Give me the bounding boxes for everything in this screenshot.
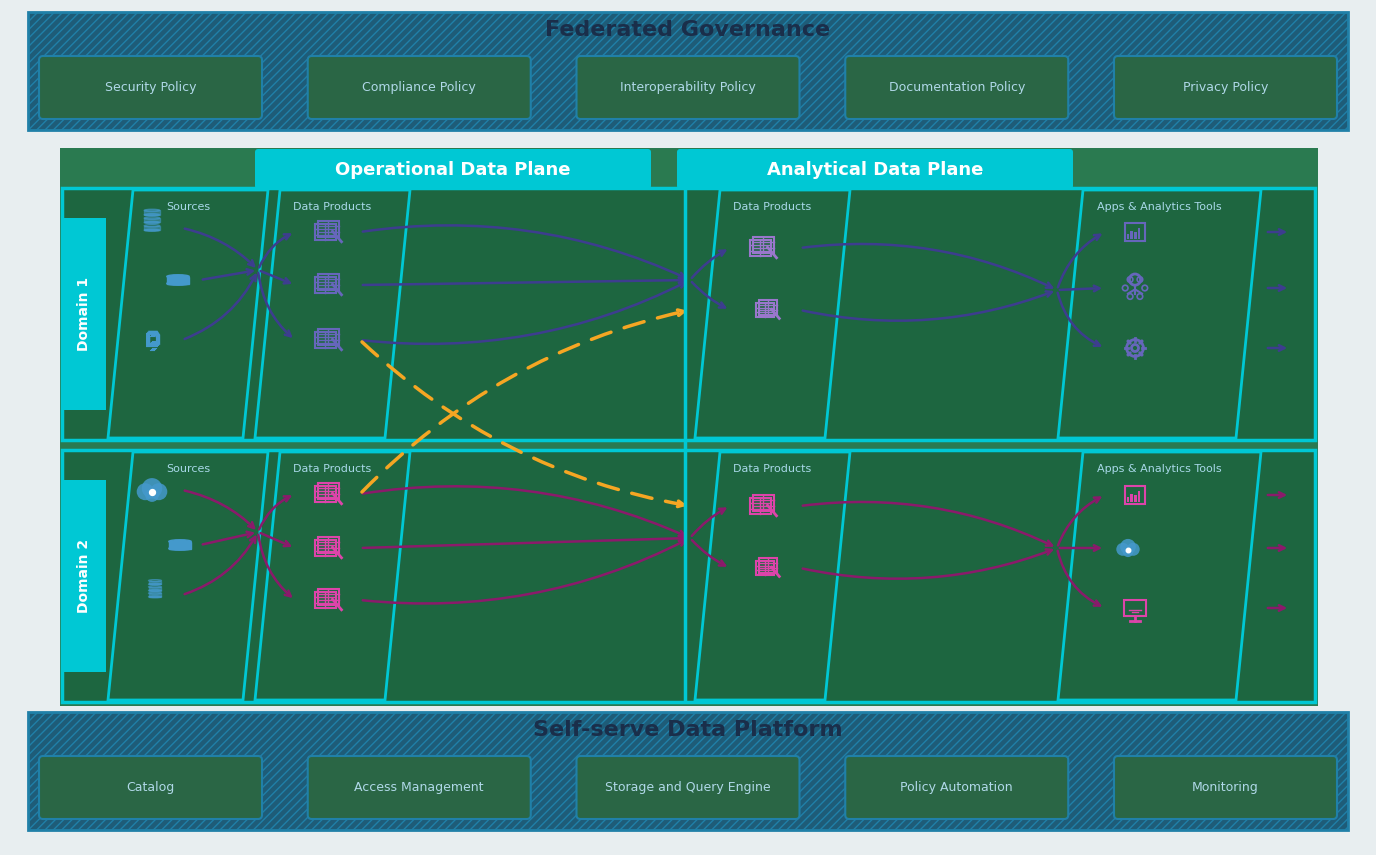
FancyBboxPatch shape bbox=[28, 12, 1348, 130]
FancyBboxPatch shape bbox=[62, 450, 1315, 702]
Polygon shape bbox=[1058, 452, 1260, 700]
Circle shape bbox=[136, 483, 154, 500]
Bar bbox=[1130, 231, 1132, 239]
FancyBboxPatch shape bbox=[845, 56, 1068, 119]
Bar bbox=[1134, 495, 1137, 502]
Bar bbox=[149, 581, 161, 584]
Polygon shape bbox=[107, 452, 268, 700]
Polygon shape bbox=[1058, 190, 1260, 438]
FancyBboxPatch shape bbox=[39, 756, 261, 819]
FancyBboxPatch shape bbox=[61, 148, 1318, 706]
FancyBboxPatch shape bbox=[28, 712, 1348, 830]
Circle shape bbox=[1123, 546, 1134, 557]
FancyBboxPatch shape bbox=[577, 56, 799, 119]
FancyBboxPatch shape bbox=[62, 218, 106, 410]
FancyBboxPatch shape bbox=[255, 149, 651, 189]
Text: Data Products: Data Products bbox=[293, 202, 372, 212]
Ellipse shape bbox=[149, 583, 161, 585]
Text: Self-serve Data Platform: Self-serve Data Platform bbox=[533, 720, 843, 740]
Ellipse shape bbox=[144, 221, 160, 224]
Ellipse shape bbox=[166, 274, 189, 278]
Bar bbox=[1134, 233, 1137, 239]
Bar bbox=[1130, 493, 1132, 502]
FancyBboxPatch shape bbox=[62, 480, 106, 672]
Circle shape bbox=[142, 478, 162, 498]
Text: Policy Automation: Policy Automation bbox=[900, 781, 1013, 794]
Polygon shape bbox=[107, 190, 268, 438]
FancyBboxPatch shape bbox=[845, 756, 1068, 819]
Text: Monitoring: Monitoring bbox=[1192, 781, 1259, 794]
Text: Security Policy: Security Policy bbox=[105, 81, 197, 94]
FancyBboxPatch shape bbox=[1115, 56, 1337, 119]
Text: Compliance Policy: Compliance Policy bbox=[362, 81, 476, 94]
Text: Catalog: Catalog bbox=[127, 781, 175, 794]
Polygon shape bbox=[255, 452, 410, 700]
Bar bbox=[144, 226, 160, 230]
Bar bbox=[149, 587, 161, 591]
Text: Federated Governance: Federated Governance bbox=[545, 20, 831, 40]
Text: Operational Data Plane: Operational Data Plane bbox=[336, 161, 571, 179]
Bar bbox=[1127, 497, 1130, 502]
Text: Documentation Policy: Documentation Policy bbox=[889, 81, 1025, 94]
Circle shape bbox=[146, 488, 158, 502]
Polygon shape bbox=[695, 452, 850, 700]
Bar bbox=[169, 541, 191, 549]
Text: Apps & Analytics Tools: Apps & Analytics Tools bbox=[1097, 202, 1222, 212]
Text: Access Management: Access Management bbox=[355, 781, 484, 794]
Bar bbox=[144, 218, 160, 222]
Bar bbox=[1138, 492, 1141, 502]
Ellipse shape bbox=[149, 590, 161, 592]
Text: Data Products: Data Products bbox=[733, 464, 812, 474]
Text: Sources: Sources bbox=[166, 464, 211, 474]
Ellipse shape bbox=[169, 540, 191, 543]
Bar bbox=[1138, 228, 1141, 239]
Bar bbox=[1127, 234, 1130, 239]
Polygon shape bbox=[695, 190, 850, 438]
FancyBboxPatch shape bbox=[62, 188, 1315, 440]
Text: Storage and Query Engine: Storage and Query Engine bbox=[605, 781, 771, 794]
Circle shape bbox=[1127, 543, 1139, 556]
FancyBboxPatch shape bbox=[308, 56, 531, 119]
Circle shape bbox=[150, 483, 168, 500]
Ellipse shape bbox=[144, 229, 160, 232]
Text: Apps & Analytics Tools: Apps & Analytics Tools bbox=[1097, 464, 1222, 474]
Bar bbox=[144, 210, 160, 215]
Circle shape bbox=[1120, 539, 1135, 555]
Text: Domain 1: Domain 1 bbox=[77, 277, 91, 351]
FancyBboxPatch shape bbox=[677, 149, 1073, 189]
FancyBboxPatch shape bbox=[308, 756, 531, 819]
Text: Data Products: Data Products bbox=[293, 464, 372, 474]
Text: Interoperability Policy: Interoperability Policy bbox=[621, 81, 755, 94]
Circle shape bbox=[1116, 543, 1130, 556]
Text: Domain 2: Domain 2 bbox=[77, 539, 91, 613]
Text: Privacy Policy: Privacy Policy bbox=[1183, 81, 1269, 94]
Text: Data Products: Data Products bbox=[733, 202, 812, 212]
Bar bbox=[166, 276, 190, 284]
FancyBboxPatch shape bbox=[577, 756, 799, 819]
Ellipse shape bbox=[149, 596, 161, 598]
Text: Analytical Data Plane: Analytical Data Plane bbox=[766, 161, 984, 179]
Ellipse shape bbox=[144, 214, 160, 216]
Text: Sources: Sources bbox=[166, 202, 211, 212]
Polygon shape bbox=[255, 190, 410, 438]
FancyBboxPatch shape bbox=[1115, 756, 1337, 819]
Bar bbox=[149, 593, 161, 597]
FancyBboxPatch shape bbox=[39, 56, 261, 119]
